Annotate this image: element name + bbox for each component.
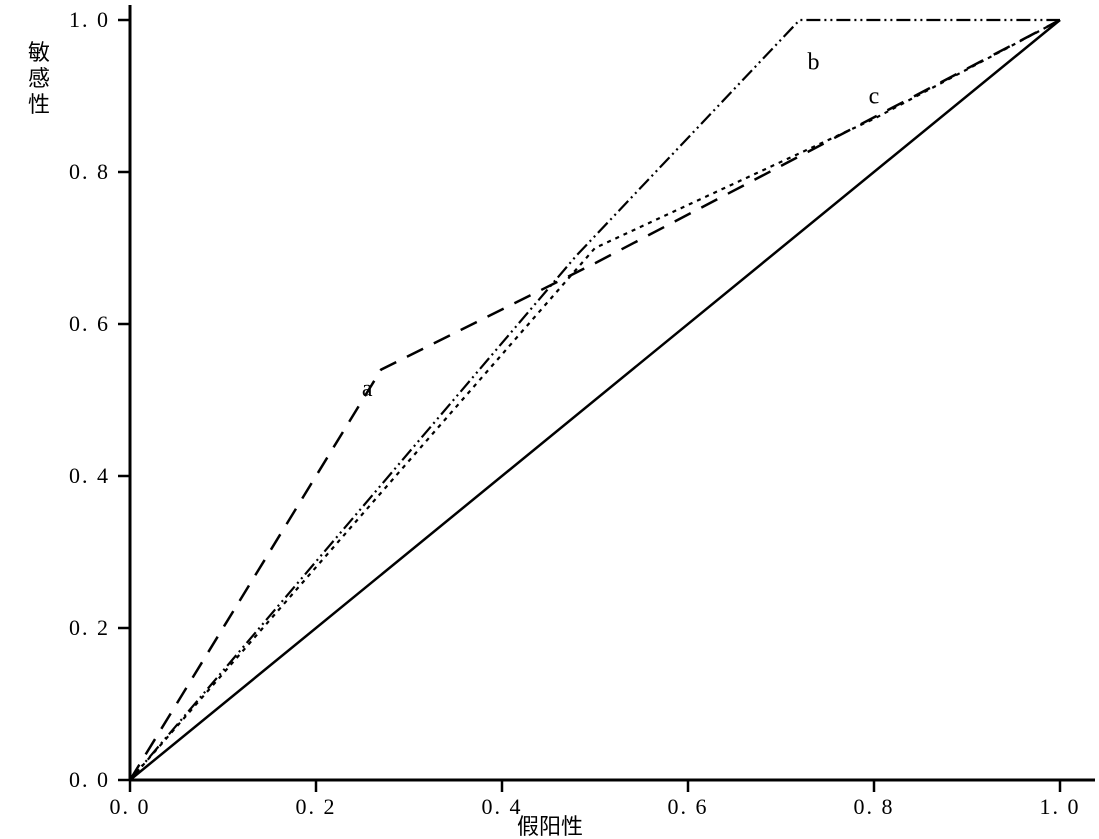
x-tick-label: 1. 0: [1040, 794, 1081, 819]
y-tick-labels: 0. 0 0. 2 0. 4 0. 6 0. 8 1. 0: [69, 7, 110, 792]
series-labels: a b c: [362, 49, 880, 402]
y-tick-label: 1. 0: [69, 7, 110, 32]
x-tick-labels: 0. 0 0. 2 0. 4 0. 6 0. 8 1. 0: [110, 794, 1081, 819]
x-tick-label: 0. 0: [110, 794, 151, 819]
x-tick-label: 0. 8: [854, 794, 895, 819]
roc-chart: 敏 感 性 假阳性 0. 00. 20. 40. 60. 81. 0 0. 00…: [0, 0, 1099, 839]
y-tick-label: 0. 6: [69, 311, 110, 336]
x-tick-label: 0. 6: [668, 794, 709, 819]
diagonal-reference-line: [130, 20, 1060, 780]
series-label-b: b: [808, 49, 820, 75]
diagonal-line: [130, 20, 1060, 780]
x-tick-label: 0. 2: [296, 794, 337, 819]
y-tick-label: 0. 8: [69, 159, 110, 184]
series-label-c: c: [869, 84, 880, 110]
axes: [118, 5, 1095, 792]
x-tick-label: 0. 4: [482, 794, 523, 819]
y-tick-label: 0. 0: [69, 767, 110, 792]
y-tick-label: 0. 4: [69, 463, 110, 488]
x-axis-label: 假阳性: [517, 814, 583, 839]
series-label-a: a: [362, 376, 373, 402]
y-axis-label: 敏 感 性: [28, 40, 56, 117]
y-tick-label: 0. 2: [69, 615, 110, 640]
